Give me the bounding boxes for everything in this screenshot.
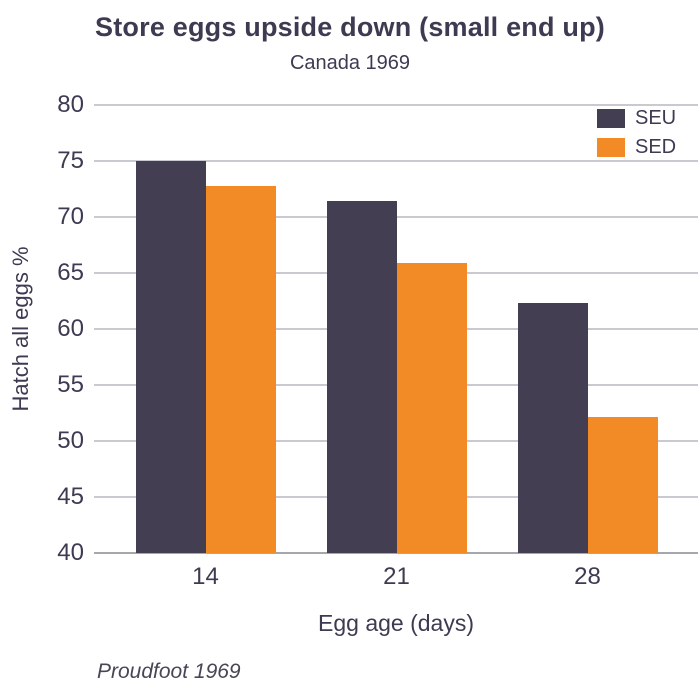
y-tick-label: 60	[57, 315, 84, 342]
y-tick-label: 45	[57, 483, 84, 510]
chart-title: Store eggs upside down (small end up)	[95, 12, 605, 42]
chart-subtitle: Canada 1969	[289, 52, 411, 74]
legend-label: SEU	[635, 106, 677, 129]
legend-swatch-sed	[597, 137, 625, 157]
bar-sed-28	[587, 417, 658, 553]
source-note: Proudfoot 1969	[97, 660, 241, 683]
y-tick-label: 70	[57, 203, 84, 230]
x-tick-label: 14	[192, 563, 219, 590]
y-tick-label: 55	[57, 371, 84, 398]
x-axis-label: Egg age (days)	[318, 610, 474, 636]
y-tick-label: 80	[57, 91, 84, 118]
plot-area	[94, 104, 698, 554]
gridline	[94, 104, 698, 106]
legend-item-sed: SED	[597, 135, 676, 159]
bar-sed-14	[205, 185, 276, 553]
bar-seu-28	[517, 303, 588, 553]
bar-sed-21	[396, 262, 467, 553]
legend-swatch-seu	[597, 108, 625, 128]
legend: SEU SED	[597, 106, 676, 164]
legend-item-seu: SEU	[597, 106, 676, 130]
y-tick-label: 75	[57, 147, 84, 174]
gridline	[94, 160, 698, 162]
y-tick-label: 65	[57, 259, 84, 286]
bar-seu-14	[135, 161, 206, 553]
x-tick-label: 28	[574, 563, 601, 590]
y-tick-label: 50	[57, 427, 84, 454]
y-tick-label: 40	[57, 539, 84, 566]
legend-label: SED	[635, 135, 677, 158]
x-tick-label: 21	[383, 563, 410, 590]
x-axis-line	[94, 552, 698, 554]
bar-seu-21	[326, 201, 397, 553]
